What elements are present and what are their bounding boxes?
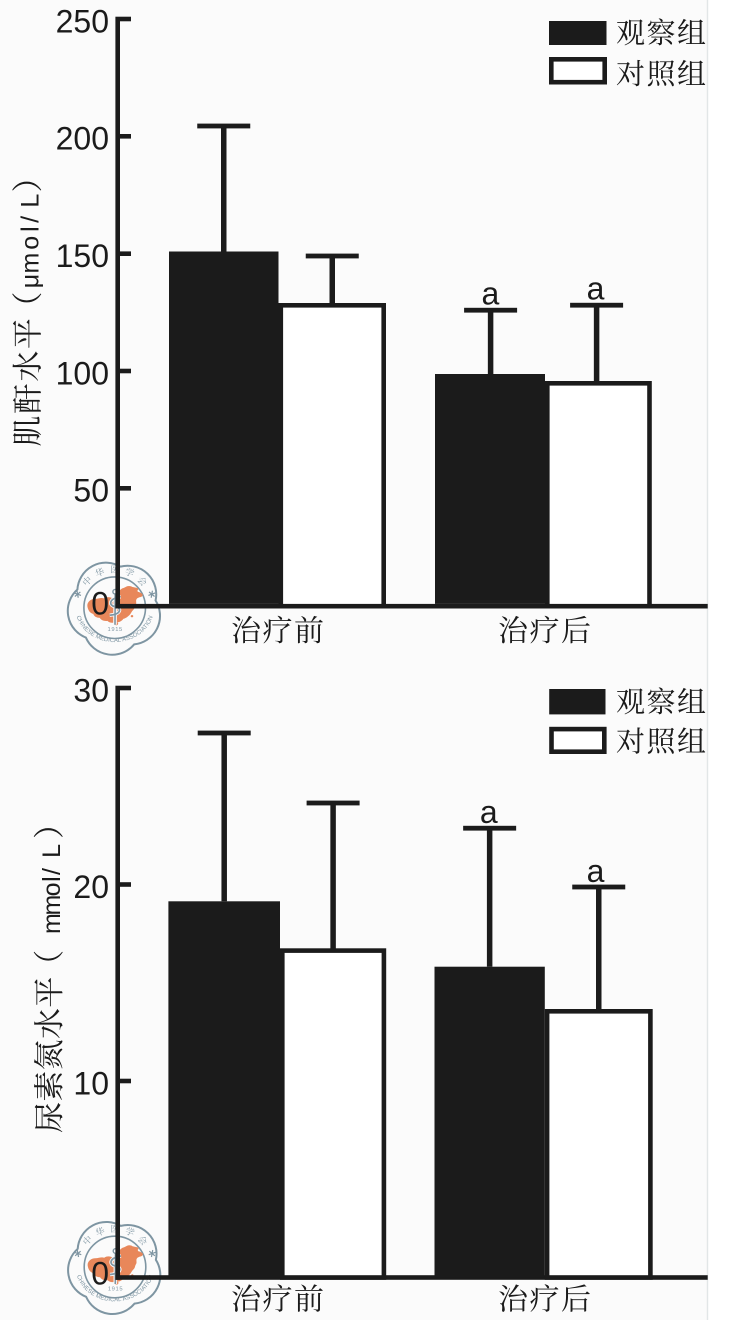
svg-text:20: 20 (73, 869, 109, 905)
svg-text:a: a (587, 853, 605, 889)
svg-text:μmol/L: μmol/L (17, 194, 45, 289)
svg-text:mmol/L: mmol/L (38, 844, 66, 934)
svg-text:a: a (587, 270, 605, 306)
svg-text:50: 50 (73, 473, 109, 509)
svg-text:a: a (480, 794, 498, 830)
svg-text:30: 30 (73, 672, 109, 708)
svg-text:150: 150 (56, 238, 109, 274)
svg-text:0: 0 (91, 1256, 109, 1292)
svg-text:10: 10 (73, 1065, 109, 1101)
svg-text:200: 200 (56, 121, 109, 157)
svg-text:a: a (482, 275, 500, 311)
svg-text:0: 0 (91, 585, 109, 621)
svg-text:250: 250 (56, 3, 109, 39)
svg-text:100: 100 (56, 355, 109, 391)
